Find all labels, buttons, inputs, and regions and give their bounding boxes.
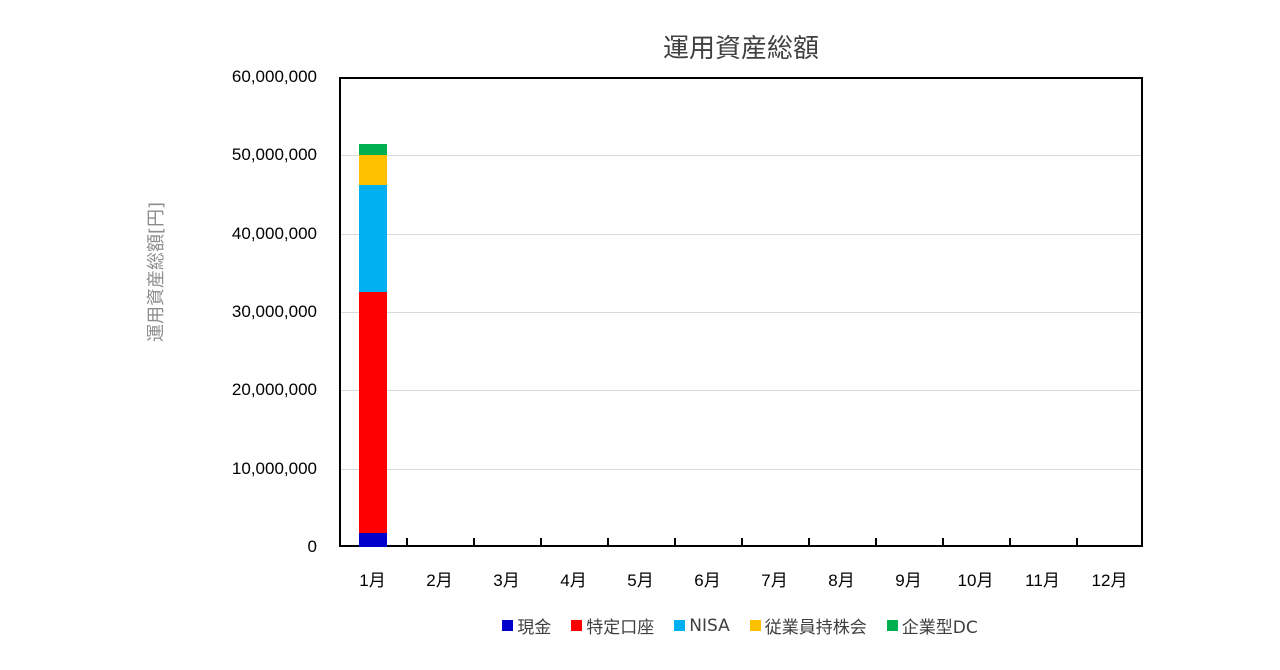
legend-item: 特定口座: [571, 613, 654, 638]
x-tick-label: 2月: [426, 571, 453, 590]
y-tick-label: 50,000,000: [231, 145, 317, 165]
y-axis-label: 運用資産総額[円]: [146, 201, 167, 343]
x-tick-mark: [942, 538, 944, 546]
x-tick-label: 7月: [761, 571, 788, 590]
bar-segment: [358, 143, 387, 156]
legend-label: NISA: [689, 615, 730, 636]
bar-segment: [358, 185, 387, 293]
y-tick-label: 0: [307, 537, 317, 556]
x-tick-label: 12月: [1091, 571, 1128, 590]
y-tick-label: 60,000,000: [231, 67, 317, 86]
x-tick-label: 9月: [895, 571, 922, 590]
legend: 現金 特定口座 NISA 従業員持株会 企業型DC: [0, 613, 1280, 638]
x-tick-label: 5月: [627, 571, 654, 590]
x-tick-mark: [1076, 538, 1078, 546]
legend-swatch-icon: [571, 620, 583, 631]
x-tick-label: 6月: [694, 571, 721, 590]
gridline: [341, 469, 1141, 470]
bar-segment: [358, 532, 387, 547]
legend-item: 現金: [502, 613, 551, 638]
legend-swatch-icon: [502, 620, 514, 631]
plot-area: [339, 77, 1143, 547]
x-tick-mark: [406, 538, 408, 546]
x-tick-mark: [875, 538, 877, 546]
x-tick-label: 8月: [828, 571, 855, 590]
x-tick-label: 1月: [359, 571, 386, 590]
y-tick-label: 40,000,000: [231, 223, 317, 243]
legend-item: NISA: [674, 613, 730, 638]
gridline: [341, 234, 1141, 235]
x-tick-label: 4月: [560, 571, 587, 590]
x-tick-mark: [808, 538, 810, 546]
y-tick-label: 30,000,000: [231, 302, 317, 321]
legend-label: 企業型DC: [901, 618, 978, 638]
bar-segment: [358, 292, 387, 533]
bar-segment: [358, 155, 387, 186]
legend-label: 現金: [517, 618, 552, 638]
x-tick-label: 10月: [957, 571, 994, 590]
x-tick-mark: [741, 538, 743, 546]
legend-item: 従業員持株会: [749, 613, 867, 638]
x-tick-mark: [1009, 538, 1011, 546]
legend-swatch-icon: [749, 620, 761, 631]
x-tick-mark: [473, 538, 475, 546]
legend-item: 企業型DC: [886, 613, 978, 638]
gridline: [341, 312, 1141, 313]
gridline: [341, 390, 1141, 391]
legend-swatch-icon: [674, 620, 686, 631]
y-tick-label: 10,000,000: [231, 458, 317, 478]
chart-title: 運用資産総額: [662, 34, 819, 64]
gridline: [341, 155, 1141, 156]
y-tick-label: 20,000,000: [231, 380, 317, 400]
legend-label: 従業員持株会: [764, 618, 867, 638]
x-tick-mark: [674, 538, 676, 546]
x-tick-label: 11月: [1025, 571, 1060, 590]
x-tick-label: 3月: [493, 571, 520, 590]
legend-swatch-icon: [886, 620, 898, 631]
legend-label: 特定口座: [586, 618, 655, 638]
x-tick-mark: [607, 538, 609, 546]
x-tick-mark: [540, 538, 542, 546]
